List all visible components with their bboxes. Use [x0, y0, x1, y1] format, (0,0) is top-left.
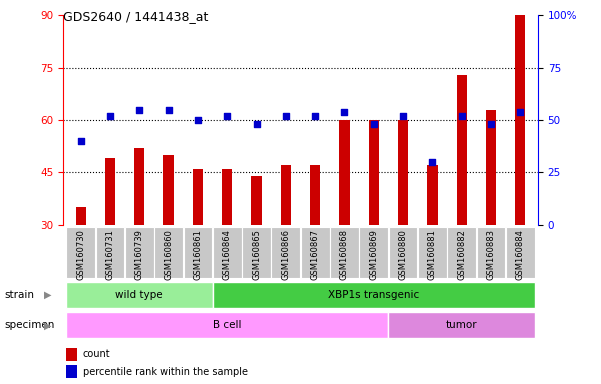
Bar [163, 155, 174, 225]
FancyBboxPatch shape [183, 227, 212, 278]
Point [516, 109, 525, 115]
Text: count: count [83, 349, 111, 359]
Bar [398, 120, 408, 225]
Bar [251, 176, 261, 225]
Text: tumor: tumor [446, 320, 478, 331]
Point [486, 121, 496, 127]
Point [457, 113, 466, 119]
Bar [134, 148, 144, 225]
Text: ▶: ▶ [44, 290, 51, 300]
Point [310, 113, 320, 119]
FancyBboxPatch shape [66, 313, 388, 338]
Text: GSM160881: GSM160881 [428, 229, 437, 280]
Text: GSM160880: GSM160880 [398, 229, 407, 280]
Point [427, 159, 437, 165]
FancyBboxPatch shape [477, 227, 505, 278]
FancyBboxPatch shape [359, 227, 388, 278]
Bar [76, 207, 86, 225]
Text: GSM160731: GSM160731 [106, 229, 115, 280]
FancyBboxPatch shape [300, 227, 329, 278]
Bar [427, 166, 438, 225]
Text: GSM160868: GSM160868 [340, 229, 349, 280]
FancyBboxPatch shape [418, 227, 447, 278]
Point [252, 121, 261, 127]
Text: B cell: B cell [213, 320, 242, 331]
FancyBboxPatch shape [96, 227, 124, 278]
Point [76, 138, 85, 144]
Bar [310, 166, 320, 225]
Bar [193, 169, 203, 225]
Bar [457, 74, 467, 225]
FancyBboxPatch shape [213, 282, 535, 308]
Text: GSM160869: GSM160869 [369, 229, 378, 280]
Bar [368, 120, 379, 225]
Text: specimen: specimen [5, 320, 55, 331]
Bar [222, 169, 233, 225]
FancyBboxPatch shape [125, 227, 154, 278]
FancyBboxPatch shape [213, 227, 242, 278]
Point [135, 106, 144, 113]
FancyBboxPatch shape [272, 227, 300, 278]
Point [369, 121, 379, 127]
Bar [486, 109, 496, 225]
Text: GSM160864: GSM160864 [223, 229, 232, 280]
FancyBboxPatch shape [389, 227, 418, 278]
FancyBboxPatch shape [66, 227, 95, 278]
Point [340, 109, 349, 115]
Text: GDS2640 / 1441438_at: GDS2640 / 1441438_at [63, 10, 209, 23]
FancyBboxPatch shape [447, 227, 476, 278]
Text: GSM160866: GSM160866 [281, 229, 290, 280]
Point [281, 113, 291, 119]
FancyBboxPatch shape [242, 227, 271, 278]
FancyBboxPatch shape [330, 227, 359, 278]
Bar [340, 120, 350, 225]
Text: percentile rank within the sample: percentile rank within the sample [83, 366, 248, 377]
Text: GSM160865: GSM160865 [252, 229, 261, 280]
Text: XBP1s transgenic: XBP1s transgenic [328, 290, 419, 300]
Text: GSM160883: GSM160883 [486, 229, 495, 280]
Point [193, 117, 203, 123]
Bar [105, 158, 115, 225]
FancyBboxPatch shape [506, 227, 535, 278]
Bar [281, 166, 291, 225]
FancyBboxPatch shape [66, 282, 213, 308]
FancyBboxPatch shape [154, 227, 183, 278]
Text: GSM160867: GSM160867 [311, 229, 320, 280]
Text: GSM160884: GSM160884 [516, 229, 525, 280]
FancyBboxPatch shape [388, 313, 535, 338]
Text: GSM160861: GSM160861 [194, 229, 203, 280]
Bar [515, 15, 525, 225]
Text: GSM160882: GSM160882 [457, 229, 466, 280]
Text: GSM160739: GSM160739 [135, 229, 144, 280]
Text: strain: strain [5, 290, 35, 300]
Point [164, 106, 174, 113]
Text: wild type: wild type [115, 290, 163, 300]
Point [105, 113, 115, 119]
Text: GSM160860: GSM160860 [164, 229, 173, 280]
Text: GSM160730: GSM160730 [76, 229, 85, 280]
Text: ▶: ▶ [44, 320, 51, 331]
Point [398, 113, 408, 119]
Point [222, 113, 232, 119]
